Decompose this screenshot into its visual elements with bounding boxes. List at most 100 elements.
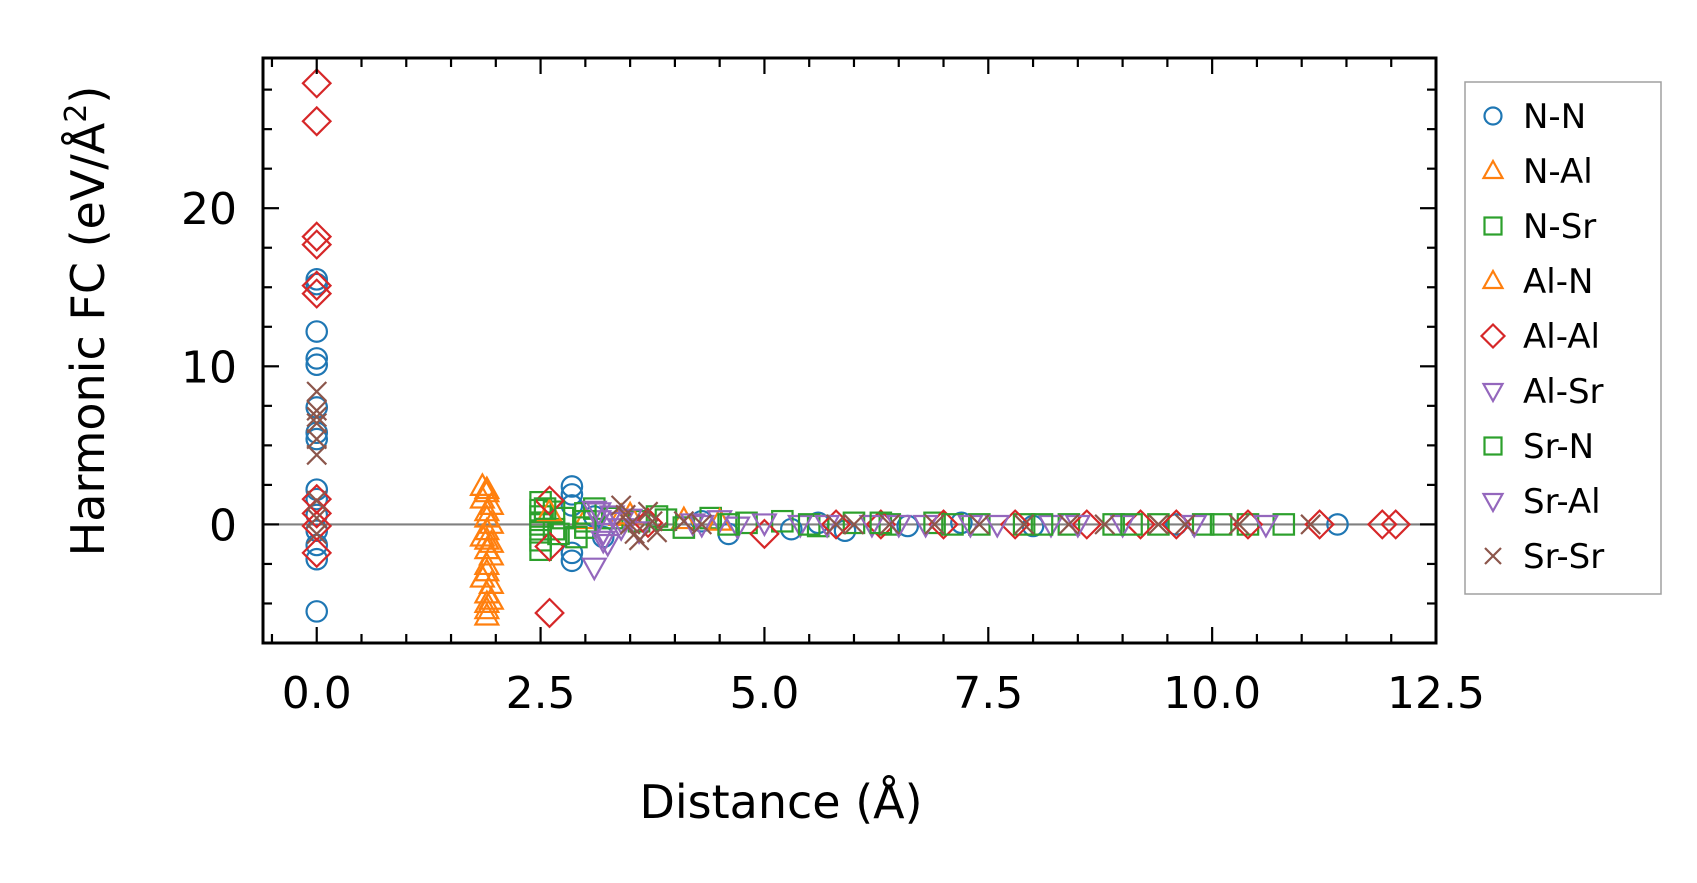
data-point [594, 533, 622, 558]
data-point [858, 514, 886, 539]
series-al-al-points [301, 67, 1412, 629]
data-point [585, 502, 613, 527]
data-point [1147, 513, 1170, 536]
legend-item-al-n: Al-N [1481, 262, 1593, 302]
data-point [473, 601, 501, 626]
data-point [560, 475, 584, 498]
data-point [473, 475, 501, 500]
legend-marker [1481, 382, 1505, 404]
data-point [706, 510, 733, 534]
data-point [589, 530, 617, 555]
tick-labels-layer: 0.0 2.5 5.0 7.5 10.0 12.5 0 10 20 [181, 184, 1485, 719]
series-sr-sr-points [306, 381, 1322, 551]
data-point [1109, 514, 1136, 539]
legend-label: Sr-Sr [1523, 537, 1604, 577]
data-point [306, 428, 328, 450]
y-axis-label-main: Harmonic FC (eV/Å [61, 122, 115, 556]
data-point [1120, 513, 1143, 536]
data-marks-layer [301, 67, 1412, 629]
data-point [632, 507, 664, 539]
data-point [1094, 514, 1116, 535]
data-point [305, 427, 329, 451]
legend-label: Sr-Al [1523, 482, 1601, 522]
data-point [547, 522, 570, 546]
legend: N-N N-Al N-Sr Al-N Al-Al Al-Sr Sr-N Sr-Al Sr-Sr [1464, 81, 1662, 595]
data-point [924, 514, 945, 535]
legend-label: Al-N [1523, 262, 1593, 302]
data-point [1380, 509, 1412, 540]
y-axis-label-end: ) [61, 86, 115, 104]
legend-marker [1483, 216, 1503, 236]
data-point [1071, 509, 1103, 540]
data-point [968, 514, 990, 535]
series-sr-al-points [585, 502, 1092, 555]
y-axis-label-sup: 2 [59, 104, 94, 123]
legend-marker [1479, 322, 1507, 350]
data-point [301, 537, 333, 569]
legend-label: Al-Sr [1523, 372, 1604, 412]
data-point [533, 497, 557, 520]
legend-item-al-al: Al-Al [1479, 317, 1600, 357]
data-point [529, 538, 552, 562]
data-point [1300, 514, 1322, 535]
data-point [560, 549, 584, 573]
data-point [1148, 514, 1169, 535]
y-tick-label: 20 [181, 184, 237, 235]
x-axis-label: Distance (Å) [639, 775, 922, 829]
data-point [825, 514, 847, 535]
data-point [749, 518, 780, 550]
data-point [473, 589, 501, 613]
data-point [306, 490, 328, 512]
data-point [1030, 513, 1054, 536]
ticks-layer [263, 58, 1438, 645]
data-point [305, 487, 329, 511]
data-point [306, 444, 328, 466]
data-point [820, 509, 852, 540]
data-point [306, 507, 328, 529]
data-point [1228, 514, 1250, 535]
data-point [301, 105, 333, 137]
data-point [1209, 513, 1233, 536]
data-point [305, 347, 329, 370]
data-point [950, 511, 973, 535]
x-tick-label: 2.5 [506, 668, 576, 719]
legend-marker [1481, 268, 1505, 290]
data-point [306, 381, 328, 402]
legend-label: N-Sr [1523, 207, 1596, 247]
data-point [301, 67, 333, 99]
data-point [699, 506, 723, 530]
legend-label: N-Al [1523, 152, 1593, 192]
data-point [879, 514, 901, 535]
legend-item-sr-n: Sr-N [1483, 427, 1594, 467]
data-point [717, 513, 740, 536]
data-point [624, 523, 645, 545]
legend-item-n-al: N-Al [1481, 152, 1593, 192]
data-point [534, 485, 565, 517]
data-point [305, 320, 329, 343]
data-point [843, 514, 865, 535]
data-point [646, 521, 668, 543]
data-point [301, 221, 333, 253]
data-point [305, 600, 329, 623]
legend-item-al-sr: Al-Sr [1481, 372, 1604, 412]
data-point [1191, 513, 1215, 536]
data-point [1252, 514, 1280, 539]
y-tick-label: 10 [181, 342, 237, 393]
data-point [1304, 509, 1335, 540]
data-point [560, 494, 584, 517]
data-point [642, 510, 663, 532]
y-tick-label: 0 [209, 500, 237, 551]
legend-item-sr-al: Sr-Al [1481, 482, 1601, 522]
series-n-al-points [469, 472, 698, 626]
y-axis-label: Harmonic FC (eV/Å2) [59, 86, 115, 557]
data-point [1326, 513, 1349, 536]
data-point [1366, 509, 1398, 540]
data-point [688, 514, 716, 539]
legend-item-n-sr: N-Sr [1483, 207, 1596, 247]
legend-marker [1484, 547, 1502, 565]
data-point [1012, 513, 1036, 536]
x-tick-label: 0.0 [282, 668, 352, 719]
data-point [306, 523, 328, 545]
legend-marker [1481, 492, 1505, 514]
data-point [724, 516, 751, 541]
